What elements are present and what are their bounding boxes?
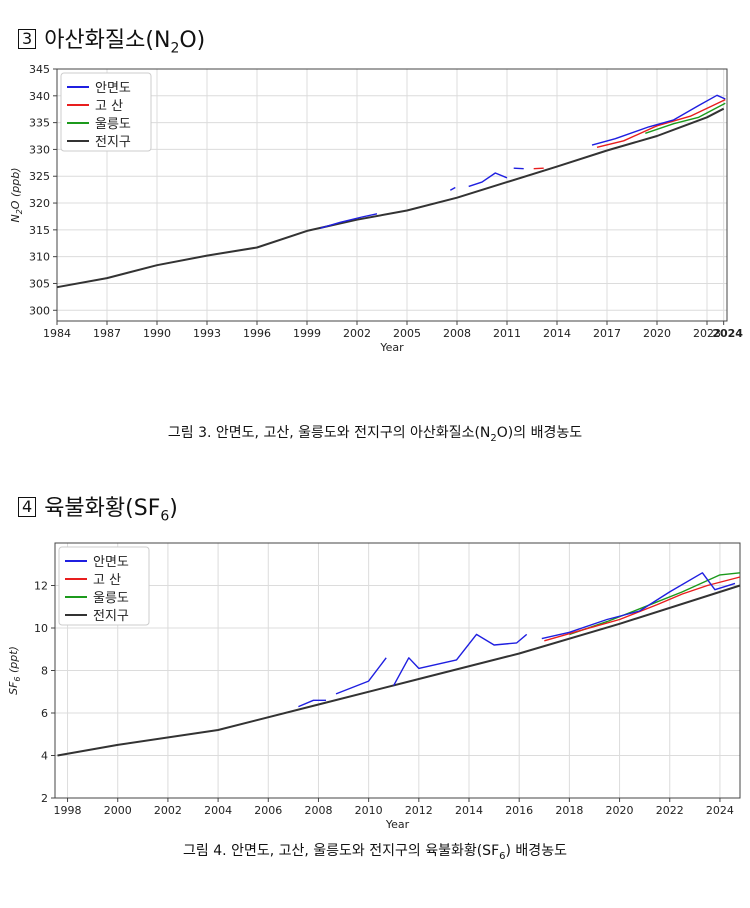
series-line-anmyeondo — [320, 213, 378, 229]
y-tick-label: 4 — [41, 750, 48, 763]
legend-box — [58, 546, 150, 626]
section-4-title-end: ) — [169, 496, 178, 521]
x-tick-label: 2008 — [443, 327, 471, 340]
x-tick-label: 2022 — [656, 804, 684, 817]
figure-3-caption-text: 그림 3. 안면도, 고산, 울릉도와 전지구의 아산화질소(N — [167, 425, 491, 441]
legend-label-anmyeondo: 안면도 — [95, 81, 131, 96]
legend-label-gosan: 고 산 — [93, 573, 121, 588]
x-tick-label: 2018 — [555, 804, 583, 817]
x-tick-label: 2014 — [455, 804, 483, 817]
figure-4-caption: 그림 4. 안면도, 고산, 울릉도와 전지구의 육불화황(SF6) 배경농도 — [0, 840, 750, 862]
n2o-chart: 1984 1987 1990 1993 1996 1999 2002 2005 2008 2011… — [9, 63, 743, 354]
section-4-number: 4 — [18, 497, 37, 517]
series-line-anmyeondo — [513, 167, 524, 170]
section-3-title: 3 아산화질소(N2O) — [18, 22, 205, 56]
figure-3-caption-end: O)의 배경농도 — [496, 425, 583, 441]
x-tick-label: 2024 — [712, 327, 743, 340]
series-line-anmyeondo — [541, 572, 736, 640]
x-tick-label: 2010 — [355, 804, 383, 817]
y-tick-label: 320 — [29, 197, 50, 210]
legend-label-ulleungdo: 울릉도 — [95, 117, 131, 132]
x-tick-label: 2004 — [204, 804, 232, 817]
x-tick-label: 1999 — [293, 327, 321, 340]
x-tick-label: 2017 — [593, 327, 621, 340]
section-3-title-end: O) — [179, 28, 206, 53]
series-line-gosan — [596, 98, 726, 148]
section-4-title-text: 육불화황(SF — [44, 496, 161, 521]
x-tick-label: 1987 — [93, 327, 121, 340]
x-tick-label: 1984 — [43, 327, 71, 340]
series-line-global — [57, 584, 741, 757]
legend-box — [60, 72, 152, 152]
legend-label-global: 전지구 — [93, 609, 129, 624]
x-tick-label: 2020 — [643, 327, 671, 340]
figure-4-caption-end: ) 배경농도 — [505, 843, 567, 859]
series-line-global — [56, 107, 725, 289]
y-tick-label: 12 — [34, 580, 48, 593]
x-tick-label: 2008 — [304, 804, 332, 817]
figure-4-caption-text: 그림 4. 안면도, 고산, 울릉도와 전지구의 육불화황(SF — [183, 843, 500, 859]
x-tick-label: 1993 — [193, 327, 221, 340]
series-line-anmyeondo — [335, 657, 387, 695]
series-line-anmyeondo — [449, 186, 456, 191]
y-tick-label: 305 — [29, 277, 50, 290]
section-3-title-sub: 2 — [170, 40, 180, 57]
x-tick-label: 2002 — [343, 327, 371, 340]
y-tick-label: 345 — [29, 63, 50, 76]
series-line-anmyeondo — [393, 633, 528, 686]
y-tick-label: 2 — [41, 792, 48, 805]
x-axis-label: Year — [379, 341, 404, 354]
sf6-chart: 1998 2000 2002 2004 2006 2008 2010 2012 2014 2016… — [7, 542, 741, 831]
x-tick-label: 2023 — [693, 327, 721, 340]
section-4-title: 4 육불화황(SF6) — [18, 490, 178, 524]
series-line-ulleungdo — [569, 572, 741, 636]
y-tick-label: 335 — [29, 117, 50, 130]
x-tick-label: 2024 — [706, 804, 734, 817]
y-tick-label: 330 — [29, 143, 50, 156]
y-tick-label: 340 — [29, 90, 50, 103]
figure-3-caption-sub: 2 — [490, 432, 497, 444]
x-tick-label: 2014 — [543, 327, 571, 340]
plot-frame — [56, 68, 728, 322]
x-tick-label: 2005 — [393, 327, 421, 340]
series-line-ulleungdo — [645, 102, 726, 134]
x-tick-label: 2000 — [104, 804, 132, 817]
x-tick-label: 2020 — [606, 804, 634, 817]
x-tick-label: 1990 — [143, 327, 171, 340]
legend-label-ulleungdo: 울릉도 — [93, 591, 129, 606]
legend-label-gosan: 고 산 — [95, 99, 123, 114]
figure-4-caption-sub: 6 — [499, 850, 506, 862]
section-4-title-sub: 6 — [160, 508, 170, 525]
x-tick-label: 2011 — [493, 327, 521, 340]
series-line-anmyeondo — [468, 172, 508, 188]
x-tick-label: 2016 — [505, 804, 533, 817]
series-line-gosan — [544, 576, 741, 642]
series-line-gosan — [533, 167, 544, 170]
legend-label-global: 전지구 — [95, 135, 131, 150]
legend-label-anmyeondo: 안면도 — [93, 555, 129, 570]
y-tick-label: 6 — [41, 707, 48, 720]
y-tick-label: 325 — [29, 170, 50, 183]
y-tick-label: 310 — [29, 251, 50, 264]
x-tick-label: 1998 — [54, 804, 82, 817]
series-line-anmyeondo — [298, 699, 326, 708]
series-line-anmyeondo — [591, 94, 726, 146]
x-tick-label: 2006 — [254, 804, 282, 817]
y-axis-label: SF6 (ppt) — [7, 646, 22, 695]
y-tick-label: 8 — [41, 665, 48, 678]
section-3-number: 3 — [18, 29, 37, 49]
x-tick-label: 2002 — [154, 804, 182, 817]
x-axis-label: Year — [385, 818, 410, 831]
y-tick-label: 300 — [29, 304, 50, 317]
y-tick-label: 10 — [34, 622, 48, 635]
y-axis-label: N2O (ppb) — [9, 167, 24, 222]
x-tick-label: 1996 — [243, 327, 271, 340]
x-tick-label: 2012 — [405, 804, 433, 817]
section-3-title-text: 아산화질소(N — [44, 28, 171, 53]
y-tick-label: 315 — [29, 224, 50, 237]
figure-3-caption: 그림 3. 안면도, 고산, 울릉도와 전지구의 아산화질소(N2O)의 배경농… — [0, 422, 750, 444]
